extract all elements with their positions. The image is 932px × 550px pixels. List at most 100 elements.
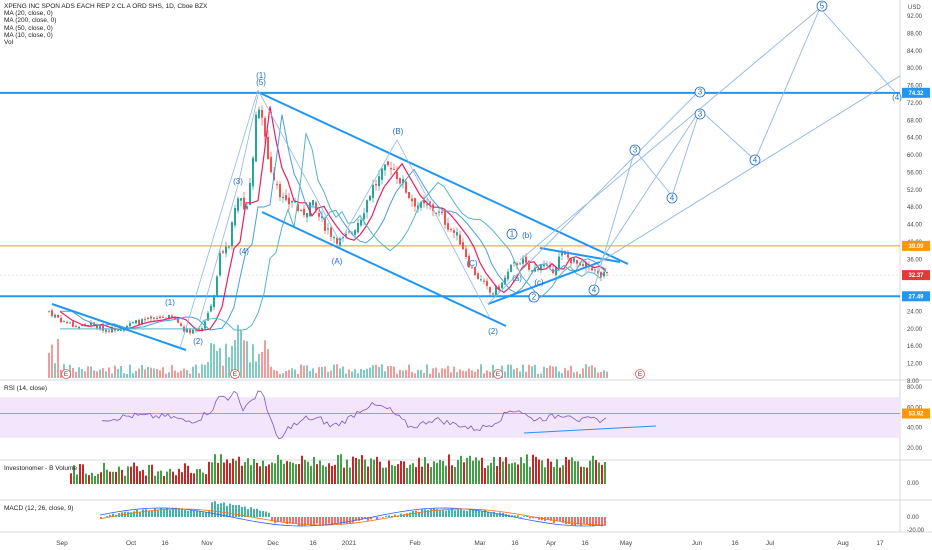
macd-histogram-bar xyxy=(571,517,573,525)
investonomer-bar xyxy=(259,466,261,484)
volume-bar xyxy=(528,365,530,378)
investonomer-bar xyxy=(241,466,243,484)
macd-histogram-bar xyxy=(340,517,342,525)
candle-body xyxy=(75,326,77,327)
wave-label: (A) xyxy=(332,257,343,266)
investonomer-bar xyxy=(79,464,81,484)
investonomer-bar xyxy=(214,454,216,484)
investonomer-bar xyxy=(562,465,564,484)
volume-bar xyxy=(54,363,56,378)
indicator-ma10[interactable]: MA (10, close, 0) xyxy=(4,32,207,39)
wave-outline xyxy=(180,90,258,348)
volume-bar xyxy=(540,374,542,378)
investonomer-bar xyxy=(466,458,468,484)
volume-bar xyxy=(363,370,365,378)
volume-bar xyxy=(141,365,143,378)
investonomer-bar xyxy=(271,462,273,484)
indicator-vol[interactable]: Vol xyxy=(4,39,207,46)
macd-label[interactable]: MACD (12, 26, close, 9) xyxy=(4,505,73,512)
indicator-ma50[interactable]: MA (50, close, 0) xyxy=(4,25,207,32)
wave-label: (4) xyxy=(892,93,902,102)
volume-bar xyxy=(222,366,224,378)
investonomer-label[interactable]: Investonomer - B Volume xyxy=(4,465,77,472)
investonomer-bar xyxy=(520,457,522,484)
indicator-ma20[interactable]: MA (20, close, 0) xyxy=(4,10,207,17)
macd-histogram-bar xyxy=(463,510,465,517)
wave-label: (1) xyxy=(256,71,266,80)
indicator-ma200[interactable]: MA (200, close, 0) xyxy=(4,17,207,24)
candle-body xyxy=(135,320,137,323)
investonomer-bar xyxy=(217,463,219,484)
investonomer-bar xyxy=(76,474,78,484)
price-tag-label: 39.09 xyxy=(908,244,924,250)
macd-histogram-bar xyxy=(181,508,183,517)
volume-bar xyxy=(585,364,587,378)
investonomer-bar xyxy=(316,464,318,484)
macd-histogram-bar xyxy=(568,517,570,524)
price-tick-label: 60.00 xyxy=(907,153,923,159)
wave-outline xyxy=(340,140,397,242)
volume-bar xyxy=(594,367,596,378)
event-marker-label: E xyxy=(638,371,643,378)
investonomer-bar xyxy=(478,461,480,484)
investonomer-bar xyxy=(295,464,297,484)
volume-bar xyxy=(462,371,464,378)
investonomer-bar xyxy=(352,457,354,484)
macd-histogram-bar xyxy=(151,511,153,517)
volume-bar xyxy=(402,370,404,378)
macd-histogram-bar xyxy=(406,513,408,517)
macd-histogram-bar xyxy=(262,511,264,517)
candle-body xyxy=(450,229,452,230)
price-tick-label: 56.00 xyxy=(907,170,923,176)
volume-bar xyxy=(519,371,521,378)
volume-bar xyxy=(423,373,425,378)
volume-bar xyxy=(171,365,173,378)
volume-bar xyxy=(258,354,260,378)
volume-bar xyxy=(300,365,302,378)
rsi-label[interactable]: RSI (14, close) xyxy=(4,385,47,392)
volume-bar xyxy=(306,365,308,378)
volume-bar xyxy=(207,362,209,378)
investonomer-bar xyxy=(331,466,333,484)
candle-body xyxy=(246,206,248,208)
volume-bar xyxy=(276,371,278,378)
investonomer-bar xyxy=(574,461,576,484)
investonomer-bar xyxy=(286,461,288,484)
investonomer-bar xyxy=(220,454,222,484)
investonomer-bar xyxy=(340,454,342,484)
macd-histogram-bar xyxy=(583,517,585,524)
volume-bar xyxy=(204,365,206,378)
investonomer-bar xyxy=(184,463,186,484)
volume-bar xyxy=(51,345,53,378)
volume-bar xyxy=(201,364,203,378)
volume-bar xyxy=(72,368,74,378)
investonomer-bar xyxy=(445,466,447,484)
investonomer-bar xyxy=(223,463,225,484)
price-tick-label: 92.00 xyxy=(907,14,923,20)
macd-histogram-bar xyxy=(148,511,150,517)
candle-body xyxy=(390,168,392,169)
investonomer-bar xyxy=(583,467,585,484)
candle-body xyxy=(180,323,182,325)
investonomer-bar xyxy=(232,459,234,484)
investonomer-bar xyxy=(397,464,399,484)
investonomer-bar xyxy=(559,468,561,484)
candle-body xyxy=(120,330,122,331)
volume-bar xyxy=(348,370,350,378)
volume-bar xyxy=(570,366,572,378)
candle-body xyxy=(270,157,272,172)
volume-bar xyxy=(456,372,458,378)
investonomer-bar xyxy=(487,466,489,484)
volume-bar xyxy=(513,369,515,378)
candle-body xyxy=(501,283,503,289)
volume-bar xyxy=(384,371,386,378)
macd-histogram-bar xyxy=(226,506,228,517)
macd-histogram-bar xyxy=(157,510,159,517)
wave-label: (b) xyxy=(522,231,532,240)
macd-histogram-bar xyxy=(349,517,351,524)
trend-line xyxy=(262,212,506,326)
volume-bar xyxy=(81,369,83,378)
candle-body xyxy=(489,287,491,293)
